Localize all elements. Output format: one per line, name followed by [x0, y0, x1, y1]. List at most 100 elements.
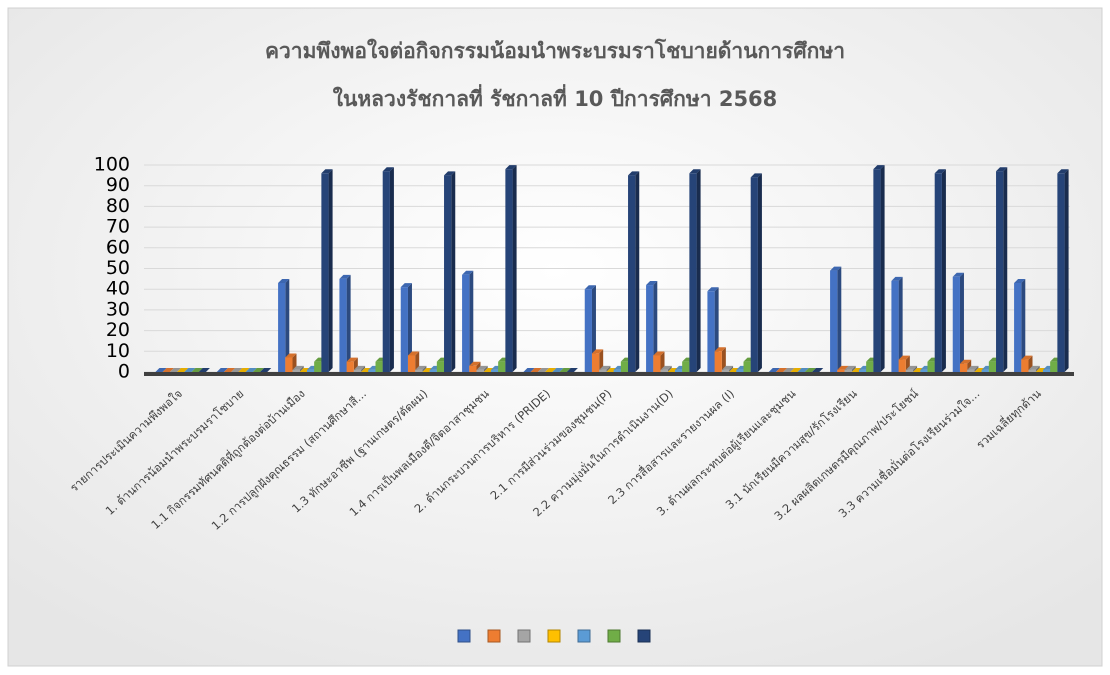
bar-face [743, 361, 751, 372]
bar-face [238, 368, 250, 372]
bar-face [967, 365, 979, 370]
bar-face [415, 365, 427, 370]
bar-face [278, 282, 286, 372]
bar-face [768, 368, 780, 372]
bar-face [321, 169, 333, 174]
bar-face [292, 365, 304, 370]
bar-face [599, 365, 611, 370]
chart-title: ในหลวงรัชกาลที่ รัชกาลที่ 10 ปีการศึกษา … [333, 83, 778, 111]
bar-face [1050, 361, 1058, 372]
bar-face [415, 351, 420, 372]
bar-face [952, 272, 964, 277]
bar-face [844, 369, 852, 372]
legend-swatch [457, 629, 471, 643]
bar [278, 278, 290, 372]
bar [812, 368, 824, 372]
bar-face [689, 173, 697, 372]
bar-face [462, 270, 474, 275]
bar [830, 266, 842, 372]
bar-face [797, 368, 809, 372]
bar [996, 167, 1008, 372]
bar [721, 365, 734, 372]
bar [599, 365, 611, 372]
y-tick-label: 0 [118, 361, 130, 383]
bar-face [873, 169, 881, 372]
bar-face [891, 280, 899, 372]
bar-face [505, 165, 517, 170]
bar [591, 349, 604, 372]
bar [891, 276, 903, 372]
bar-face [981, 369, 989, 372]
bar-face [606, 365, 611, 372]
y-tick-label: 100 [94, 154, 130, 176]
bar-face [1028, 369, 1036, 372]
bar-face [967, 369, 975, 372]
bar-face [913, 365, 918, 372]
bar-face [1021, 359, 1029, 372]
bar-face [613, 369, 621, 372]
legend-swatch [487, 629, 501, 643]
bar [584, 285, 596, 372]
bar-face [721, 369, 730, 372]
bar [400, 283, 412, 372]
bar-face [628, 175, 636, 372]
bar-face [653, 351, 665, 356]
bar-face [674, 369, 683, 372]
bar-face [729, 365, 734, 372]
bar-face [646, 281, 658, 286]
bar [873, 165, 885, 372]
bar-face [368, 369, 376, 372]
bar-face [591, 353, 600, 372]
bar-face [505, 169, 513, 372]
bar [768, 368, 780, 372]
bar-face [483, 365, 488, 372]
bar [628, 171, 640, 372]
bar-face [361, 365, 366, 372]
bar-face [490, 369, 499, 372]
bar-face [790, 368, 802, 372]
bar-face [1042, 369, 1051, 372]
bar-face [927, 361, 935, 372]
bar [775, 368, 788, 372]
bar-face [469, 365, 477, 372]
bar-face [934, 173, 942, 372]
bar-face [389, 167, 394, 372]
bar-face [653, 281, 658, 372]
bar [646, 281, 658, 372]
bar-face [584, 285, 596, 290]
bar-face [252, 368, 265, 372]
bar-face [837, 266, 842, 372]
bar [750, 173, 762, 372]
bar-face [476, 365, 488, 370]
bar-face [898, 355, 910, 360]
bar [231, 368, 243, 372]
bar [407, 351, 420, 372]
chart-area [7, 7, 1103, 667]
bar-face [321, 173, 329, 372]
bar-face [530, 368, 542, 372]
bar-face [285, 278, 290, 372]
bar-face [1014, 282, 1022, 372]
bar-face [660, 369, 668, 372]
y-tick-label: 90 [106, 174, 130, 196]
bar-face [407, 355, 416, 372]
y-tick-label: 70 [106, 216, 130, 238]
bar [952, 272, 964, 372]
bar [783, 368, 795, 372]
bar-face [959, 359, 972, 364]
bar-face [591, 285, 596, 372]
bar-face [804, 368, 817, 372]
bar [382, 167, 394, 372]
bar-face [689, 169, 701, 174]
bar [566, 368, 578, 372]
bar-face [952, 276, 960, 372]
bar [804, 368, 817, 372]
bar [797, 368, 809, 372]
bar-face [523, 368, 535, 372]
bar [967, 365, 979, 372]
bar-face [444, 171, 456, 176]
bar [545, 368, 557, 372]
bar-face [346, 357, 358, 362]
bar-face [400, 283, 412, 288]
bar-face [285, 357, 293, 372]
